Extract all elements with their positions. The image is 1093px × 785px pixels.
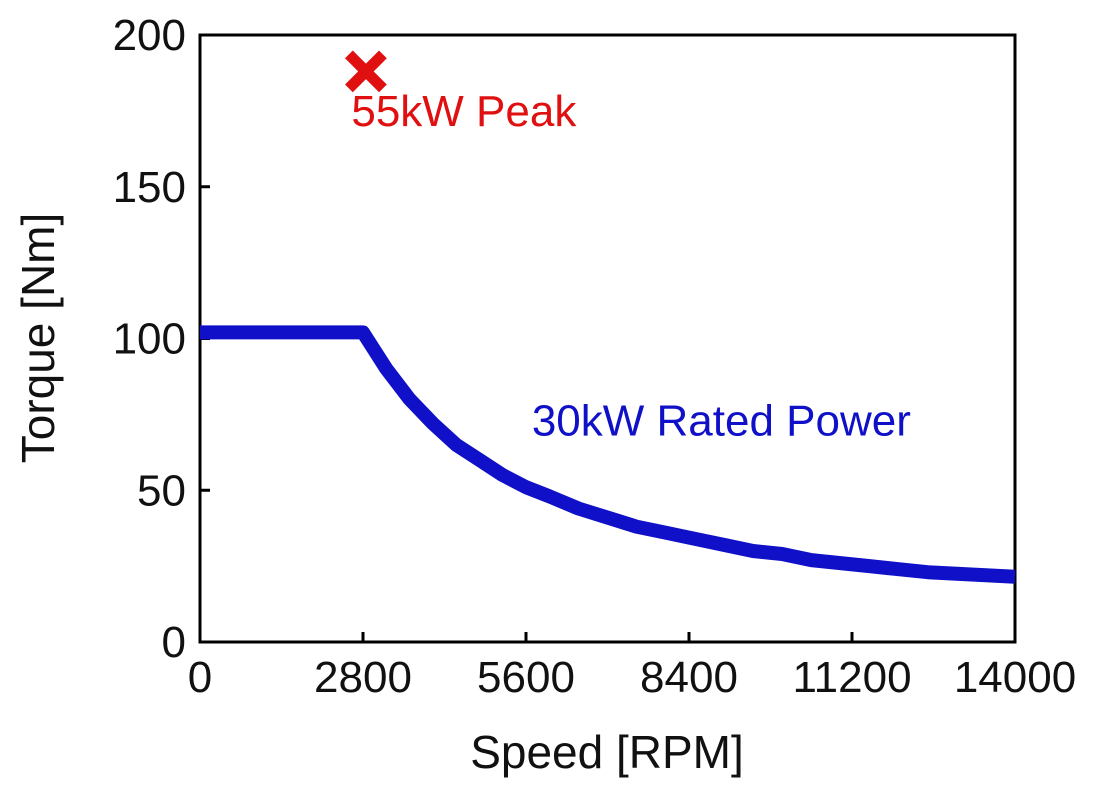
x-tick-label: 0 bbox=[188, 653, 212, 702]
series-point bbox=[782, 553, 783, 554]
y-tick-label: 100 bbox=[113, 315, 186, 364]
marker-layer bbox=[345, 50, 387, 93]
series-point bbox=[409, 399, 410, 400]
peak-annotation-label: 55kW Peak bbox=[351, 87, 577, 136]
series-point bbox=[811, 560, 812, 561]
series-point bbox=[694, 538, 695, 539]
x-axis-label: Speed [RPM] bbox=[470, 726, 744, 778]
y-axis-ticks: 0 50 100 150 200 bbox=[113, 11, 210, 667]
series-layer bbox=[200, 325, 1016, 584]
series-point bbox=[723, 544, 724, 545]
y-tick-label: 0 bbox=[162, 618, 186, 667]
series-point bbox=[869, 566, 870, 567]
x-tick-label: 5600 bbox=[477, 653, 575, 702]
x-tick-label: 8400 bbox=[640, 653, 738, 702]
y-tick-label: 200 bbox=[113, 11, 186, 60]
series-point bbox=[432, 423, 433, 424]
series-point bbox=[386, 368, 387, 369]
series-point bbox=[840, 563, 841, 564]
series-point bbox=[549, 496, 550, 497]
series-point bbox=[200, 332, 201, 333]
series-point bbox=[526, 487, 527, 488]
x-tick-label: 2800 bbox=[314, 653, 412, 702]
series-point bbox=[479, 459, 480, 460]
series-point bbox=[985, 575, 986, 576]
series-point bbox=[753, 550, 754, 551]
series-point bbox=[502, 475, 503, 476]
series-point bbox=[607, 517, 608, 518]
y-tick-label: 50 bbox=[137, 466, 186, 515]
series-point bbox=[927, 572, 928, 573]
series-point bbox=[956, 573, 957, 574]
series-point bbox=[898, 569, 899, 570]
rated-power-annotation-label: 30kW Rated Power bbox=[532, 397, 911, 446]
x-tick-label: 14000 bbox=[954, 653, 1076, 702]
series-point bbox=[363, 332, 364, 333]
series-point bbox=[578, 508, 579, 509]
annotation-layer: 55kW Peak 30kW Rated Power bbox=[351, 87, 911, 446]
series-line-rated-power bbox=[200, 325, 1016, 584]
x-axis-ticks: 0 2800 5600 8400 11200 14000 bbox=[188, 632, 1076, 702]
series-point bbox=[665, 532, 666, 533]
x-tick-label: 11200 bbox=[792, 653, 911, 702]
y-axis-label: Torque [Nm] bbox=[12, 213, 64, 464]
series-point bbox=[636, 526, 637, 527]
peak-x-marker bbox=[345, 50, 387, 93]
series-point bbox=[456, 444, 457, 445]
series-point bbox=[1015, 576, 1016, 577]
y-tick-label: 150 bbox=[113, 163, 186, 212]
